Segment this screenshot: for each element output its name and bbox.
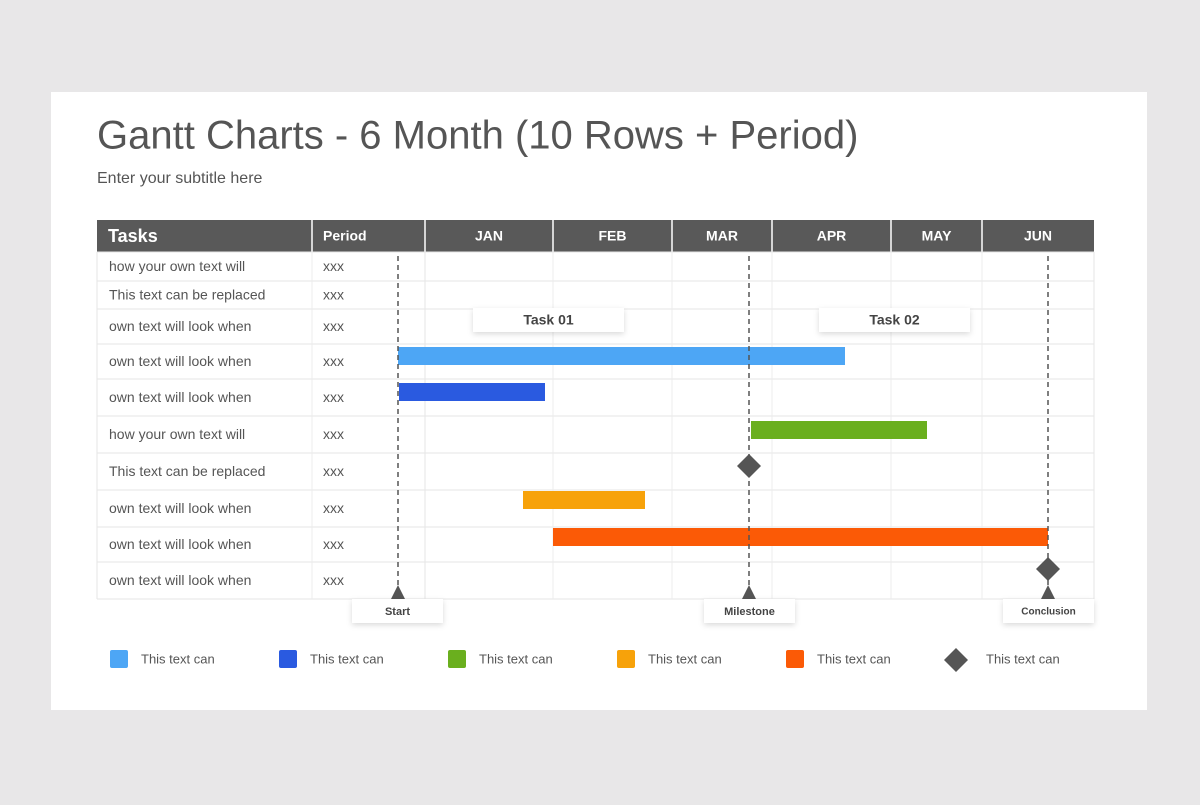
task-bar	[398, 347, 845, 365]
marker-triangle	[742, 585, 756, 599]
callout-label: Task 01	[523, 312, 574, 328]
subtitle: Enter your subtitle here	[97, 170, 263, 187]
period-cell: xxx	[323, 287, 344, 303]
marker-triangle	[1041, 585, 1055, 599]
legend-label: This text can	[310, 651, 384, 666]
card	[51, 92, 1147, 710]
column-header: Period	[323, 228, 367, 244]
period-cell: xxx	[323, 258, 344, 274]
title: Gantt Charts - 6 Month (10 Rows + Period…	[97, 114, 858, 158]
task-cell: own text will look when	[109, 353, 251, 369]
task-cell: own text will look when	[109, 318, 251, 334]
milestone-diamond	[1036, 557, 1060, 581]
marker-box	[1003, 599, 1094, 623]
task-cell: own text will look when	[109, 389, 251, 405]
task-cell: how your own text will	[109, 258, 245, 274]
task-bar	[751, 421, 927, 439]
legend-label: This text can	[648, 651, 722, 666]
legend-swatch	[786, 650, 804, 668]
period-cell: xxx	[323, 572, 344, 588]
legend-swatch	[617, 650, 635, 668]
marker-label: Conclusion	[1021, 607, 1075, 618]
task-cell: own text will look when	[109, 536, 251, 552]
legend-swatch	[448, 650, 466, 668]
legend-label: This text can	[817, 651, 891, 666]
period-cell: xxx	[323, 500, 344, 516]
task-bar	[399, 383, 545, 401]
period-cell: xxx	[323, 389, 344, 405]
period-cell: xxx	[323, 353, 344, 369]
column-header: FEB	[599, 228, 627, 244]
legend-label: This text can	[141, 651, 215, 666]
period-cell: xxx	[323, 536, 344, 552]
table-header	[97, 220, 1094, 252]
marker-box	[352, 599, 443, 623]
column-header: Tasks	[108, 226, 158, 246]
task-cell: This text can be replaced	[109, 463, 265, 479]
column-header: JUN	[1024, 228, 1052, 244]
legend-swatch	[279, 650, 297, 668]
callout-box	[819, 308, 970, 332]
callout-box	[473, 308, 624, 332]
column-header: JAN	[475, 228, 503, 244]
legend-label: This text can	[479, 651, 553, 666]
task-cell: This text can be replaced	[109, 287, 265, 303]
task-cell: how your own text will	[109, 426, 245, 442]
legend-label: This text can	[986, 651, 1060, 666]
legend-diamond	[944, 648, 968, 672]
callout-label: Task 02	[869, 312, 920, 328]
column-header: APR	[817, 228, 847, 244]
period-cell: xxx	[323, 318, 344, 334]
marker-label: Start	[385, 606, 410, 618]
task-bar	[523, 491, 645, 509]
task-cell: own text will look when	[109, 572, 251, 588]
milestone-diamond	[737, 454, 761, 478]
legend-swatch	[110, 650, 128, 668]
marker-box	[704, 599, 795, 623]
column-header: MAR	[706, 228, 738, 244]
marker-label: Milestone	[724, 606, 775, 618]
task-bar	[553, 528, 1048, 546]
period-cell: xxx	[323, 463, 344, 479]
period-cell: xxx	[323, 426, 344, 442]
column-header: MAY	[922, 228, 952, 244]
marker-triangle	[391, 585, 405, 599]
task-cell: own text will look when	[109, 500, 251, 516]
